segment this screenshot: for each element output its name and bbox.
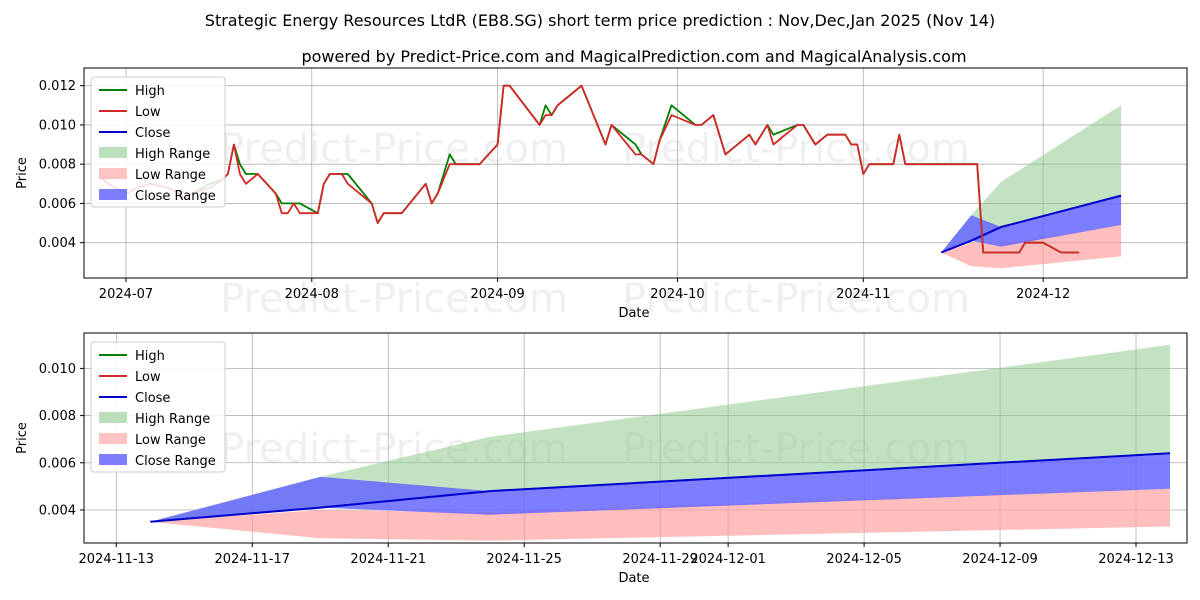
- legend-swatch: [99, 147, 127, 158]
- legend-swatch: [99, 168, 127, 179]
- watermark: Predict-Price.com: [220, 126, 568, 172]
- legend-item: Low Range: [99, 168, 206, 183]
- top-panel: Predict-Price.com Predict-Price.com Pred…: [15, 67, 1188, 322]
- legend-label: Close: [135, 391, 170, 406]
- y-tick-label: 0.004: [39, 503, 76, 518]
- legend-label: Close: [135, 126, 170, 141]
- legend-item: Low: [99, 370, 161, 385]
- low-range-area: [941, 225, 1122, 269]
- legend-swatch: [99, 454, 127, 465]
- watermark: Predict-Price.com: [622, 276, 970, 322]
- x-tick-label: 2024-08: [285, 287, 339, 302]
- close-series-line: [940, 194, 1122, 254]
- high-range-area: [150, 344, 1171, 522]
- y-tick-label: 0.012: [39, 79, 76, 94]
- y-axis-label: Price: [15, 422, 30, 454]
- chart-subtitle: powered by Predict-Price.com and Magical…: [301, 47, 966, 66]
- high-range-area: [941, 105, 1122, 253]
- y-tick-label: 0.008: [39, 409, 76, 424]
- bottom-panel: Predict-Price.com Predict-Price.com 2024…: [15, 332, 1188, 586]
- legend-label: Low: [135, 370, 161, 385]
- legend-label: High: [135, 349, 165, 364]
- x-tick-label: 2024-11-21: [350, 552, 426, 567]
- x-tick-label: 2024-12-05: [826, 552, 902, 567]
- y-tick-label: 0.008: [39, 158, 76, 173]
- x-tick-label: 2024-09: [470, 287, 524, 302]
- plot-frame: [83, 67, 1188, 279]
- legend-item: High: [99, 84, 165, 99]
- legend-item: Close: [99, 391, 170, 406]
- legend-swatch: [99, 189, 127, 200]
- close-range-area: [941, 195, 1122, 253]
- legend-swatch: [99, 433, 127, 444]
- y-axis-label: Price: [15, 157, 30, 189]
- legend-item: High: [99, 349, 165, 364]
- legend-item: High Range: [99, 147, 210, 162]
- chart-title: Strategic Energy Resources LtdR (EB8.SG)…: [205, 11, 995, 30]
- y-tick-label: 0.006: [39, 197, 76, 212]
- legend: High Low Close High Range Low Range Close Ran…: [90, 76, 226, 208]
- x-tick-label: 2024-12: [1016, 287, 1070, 302]
- legend-item: High Range: [99, 412, 210, 427]
- legend: High Low Close High Range Low Range Close Ran…: [90, 341, 226, 473]
- x-axis-label: Date: [618, 306, 649, 321]
- legend-item: Low: [99, 105, 161, 120]
- x-tick-label: 2024-12-09: [962, 552, 1038, 567]
- close-range-area: [150, 453, 1171, 522]
- legend-item: Close Range: [99, 189, 216, 204]
- legend-label: High: [135, 84, 165, 99]
- legend-item: Low Range: [99, 433, 206, 448]
- y-tick-label: 0.006: [39, 456, 76, 471]
- x-tick-label: 2024-07: [99, 287, 153, 302]
- y-tick-label: 0.010: [39, 362, 76, 377]
- low-range-area: [150, 488, 1171, 541]
- legend-swatch: [99, 412, 127, 423]
- x-tick-label: 2024-12-13: [1098, 552, 1174, 567]
- legend-item: Close: [99, 126, 170, 141]
- legend-label: Low Range: [135, 168, 206, 183]
- x-tick-label: 2024-12-01: [690, 552, 766, 567]
- legend-item: Close Range: [99, 454, 216, 469]
- x-tick-label: 2024-11: [836, 287, 890, 302]
- y-tick-label: 0.004: [39, 236, 76, 251]
- watermark: Predict-Price.com: [622, 126, 970, 172]
- x-tick-label: 2024-10: [650, 287, 704, 302]
- legend-label: Low Range: [135, 433, 206, 448]
- legend-label: Close Range: [135, 189, 216, 204]
- legend-label: High Range: [135, 147, 210, 162]
- x-tick-label: 2024-11-17: [214, 552, 290, 567]
- plot-frame: [83, 332, 1188, 544]
- legend-label: Low: [135, 105, 161, 120]
- watermark: Predict-Price.com: [220, 276, 568, 322]
- close-series-line: [150, 452, 1171, 523]
- x-tick-label: 2024-11-13: [79, 552, 155, 567]
- low-series-line: [101, 84, 1080, 254]
- y-tick-label: 0.010: [39, 118, 76, 133]
- x-tick-label: 2024-11-29: [622, 552, 698, 567]
- x-axis-label: Date: [618, 571, 649, 586]
- x-tick-label: 2024-11-25: [486, 552, 562, 567]
- legend-label: High Range: [135, 412, 210, 427]
- legend-label: Close Range: [135, 454, 216, 469]
